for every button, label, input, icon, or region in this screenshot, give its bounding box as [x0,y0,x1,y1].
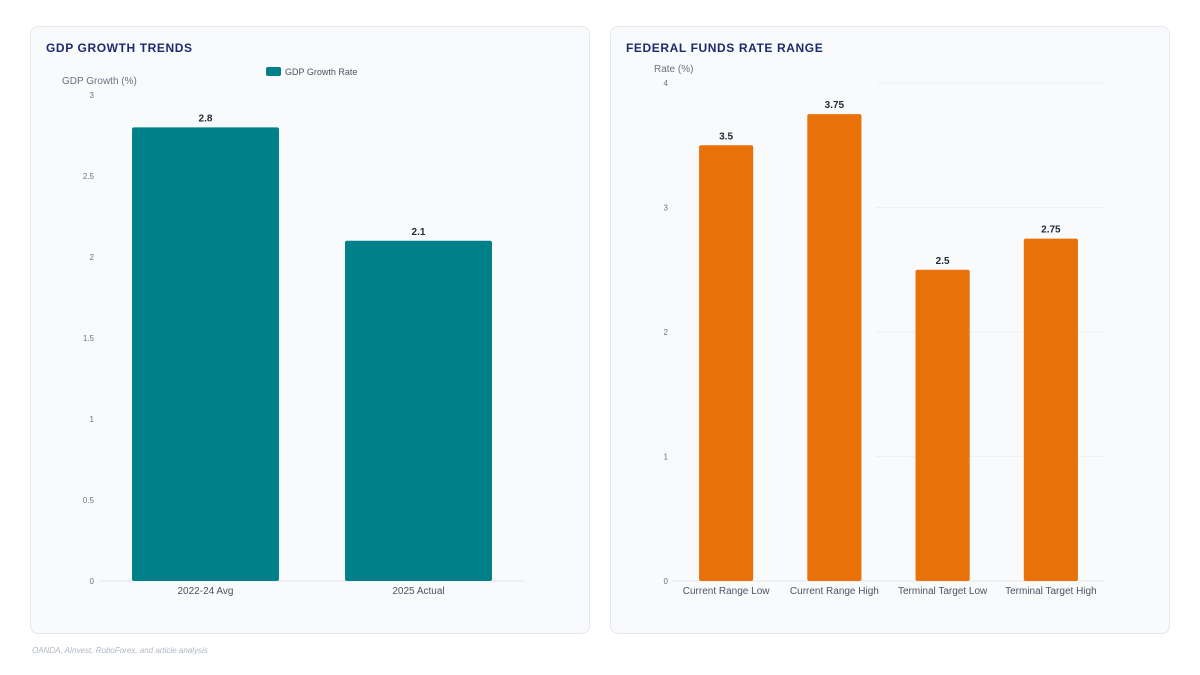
fed-y-tick-label: 4 [664,79,669,88]
fed-x-tick-label: Terminal Target High [1005,586,1097,597]
gdp-y-axis-title: GDP Growth (%) [62,76,137,87]
fed-y-axis-title: Rate (%) [654,64,693,75]
gdp-y-tick-label: 0.5 [83,496,95,505]
gdp-x-tick-label: 2022-24 Avg [178,586,234,597]
fed-bar [699,145,754,581]
fed-rate-chart-panel: FEDERAL FUNDS RATE RANGE Rate (%) 0 1 2 3 4 3.… [610,26,1170,634]
gdp-data-label: 2.1 [412,227,426,238]
gdp-legend-label: GDP Growth Rate [285,67,357,77]
fed-x-tick-label: Terminal Target Low [898,586,988,597]
fed-y-tick-label: 2 [664,328,669,337]
fed-data-label: 3.5 [719,131,733,142]
gdp-chart-svg: GDP Growth (%) 0 0.5 1 1.5 2 2.5 3 2.8 2022-24 Av… [62,67,525,597]
source-note: OANDA, AInvest, RoboForex, and article a… [32,646,208,655]
gdp-y-tick-label: 1.5 [83,334,95,343]
gdp-y-tick-label: 2.5 [83,172,95,181]
fed-data-label: 2.5 [936,256,950,267]
gdp-chart-title: GDP GROWTH TRENDS [46,41,193,55]
gdp-y-tick-label: 1 [90,415,95,424]
fed-rate-chart-svg: Rate (%) 0 1 2 3 4 3.5 Current Range Low 3.75 Cur… [654,64,1105,597]
fed-data-label: 3.75 [825,100,845,111]
gdp-x-tick-label: 2025 Actual [392,586,444,597]
fed-y-tick-label: 3 [664,204,669,213]
gdp-y-tick-label: 2 [90,253,95,262]
fed-x-tick-label: Current Range Low [683,586,770,597]
gdp-legend-swatch [266,67,281,76]
fed-bar [1023,238,1078,581]
gdp-data-label: 2.8 [199,113,213,124]
gdp-chart-panel: GDP GROWTH TRENDS GDP Growth (%) 0 0.5 1 1.5… [30,26,590,634]
gdp-bar [345,240,492,582]
fed-y-tick-label: 0 [664,577,669,586]
fed-y-tick-label: 1 [664,453,669,462]
gdp-y-tick-label: 0 [90,577,95,586]
gdp-bar [132,127,279,582]
fed-x-tick-label: Current Range High [790,586,879,597]
fed-data-label: 2.75 [1041,225,1061,236]
fed-bar [915,269,970,581]
fed-bar [807,114,862,581]
fed-rate-chart-title: FEDERAL FUNDS RATE RANGE [626,41,824,55]
gdp-y-tick-label: 3 [90,91,95,100]
